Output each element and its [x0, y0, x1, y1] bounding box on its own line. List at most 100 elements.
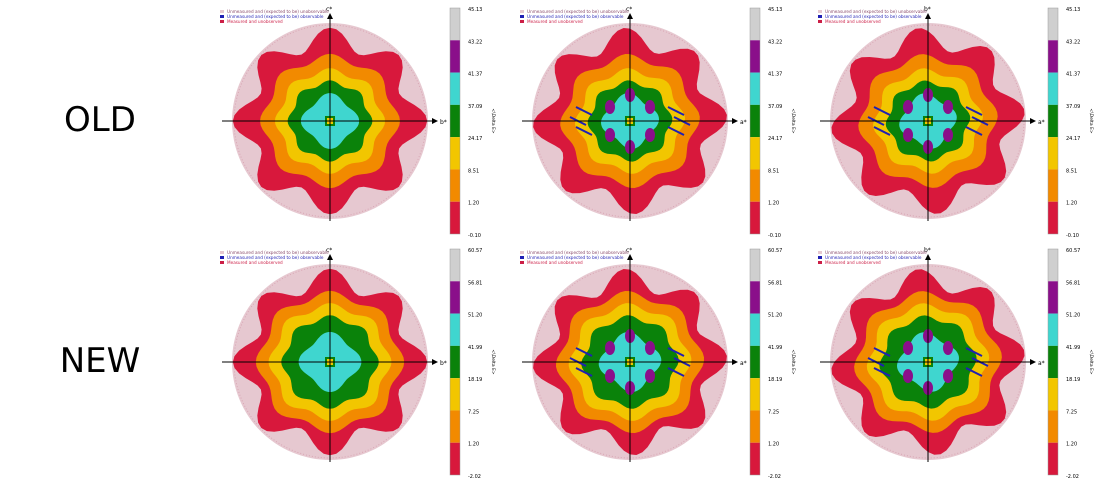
colorbar-segment-cyan [1048, 313, 1058, 346]
purple-spot [645, 341, 655, 355]
colorbar-frame [449, 248, 461, 476]
colorbar-tick-label: -0.10 [1066, 233, 1079, 239]
colorbar-frame [1047, 248, 1059, 476]
colorbar-segment-purple [450, 40, 460, 73]
colorbar-segment-orange [1048, 169, 1058, 202]
y-arrow [925, 254, 931, 260]
colorbar-segment-orange [450, 410, 460, 443]
legend-entry: Unmeasured and (expected to be) observab… [825, 255, 922, 260]
chart-svg: a* b*Unmeasured and (expected to be) unob… [818, 247, 1094, 480]
colorbar-tick-label: 18.19 [468, 377, 482, 383]
legend-swatch [220, 10, 224, 13]
purple-spot [605, 341, 615, 355]
legend-entry: Unmeasured and (expected to be) observab… [825, 14, 922, 19]
colorbar-segment-green [750, 345, 760, 379]
colorbar-segment-purple [750, 40, 760, 73]
colorbar-segment-grey [750, 8, 760, 41]
colorbar-tick-label: 24.17 [468, 136, 482, 142]
colorbar-segment-red [450, 442, 460, 475]
colorbar-tick-label: 41.37 [468, 72, 482, 78]
colorbar-tick-label: 1.20 [768, 201, 779, 207]
observable-streak [873, 126, 891, 136]
colorbar-segment-red [1048, 201, 1058, 234]
colorbar-label: <\Delta E> [790, 349, 796, 375]
observable-streak [667, 126, 685, 136]
y-axis-label: b* [924, 247, 931, 254]
colorbar-frame [749, 7, 761, 235]
colorbar-segment-cyan [450, 313, 460, 346]
chart-panel-new-1: b* c* Unmeasured and (expected to be) unob… [210, 245, 510, 487]
chart-panel-new-2: a* c* Unmeasured and (expected to be) unob… [510, 245, 810, 487]
observable-streak [575, 106, 593, 116]
colorbar-tick-label: 60.57 [1066, 248, 1080, 254]
legend-swatch [220, 20, 224, 23]
colorbar-segment-yellow [750, 137, 760, 170]
purple-spot [605, 128, 615, 142]
legend-entry: Measured and unobserved [527, 260, 583, 265]
y-arrow [327, 254, 333, 260]
y-arrow [627, 254, 633, 260]
legend-entry: Unmeasured and (expected to be) unobserv… [527, 9, 629, 14]
colorbar-segment-yellow [450, 137, 460, 170]
colorbar-label: <\Delta E> [1088, 108, 1094, 134]
chart-svg: a* c*Unmeasured and (expected to be) unob… [520, 6, 796, 239]
colorbar-segment-orange [750, 169, 760, 202]
x-arrow [432, 359, 438, 365]
x-arrow [432, 118, 438, 124]
purple-spot [605, 100, 615, 114]
colorbar-tick-label: 1.20 [1066, 201, 1077, 207]
x-axis-label: a* [740, 360, 747, 367]
legend-swatch [818, 261, 822, 264]
y-arrow [627, 13, 633, 19]
chart-panel-old-1: b* c* Unmeasured and (expected to be) unob… [210, 4, 510, 246]
colorbar-tick-label: 37.09 [768, 104, 782, 110]
colorbar-segment-purple [450, 281, 460, 314]
chart-panel-old-2: a* c* Unmeasured and (expected to be) unob… [510, 4, 810, 246]
colorbar-segment-green [1048, 345, 1058, 379]
x-arrow [732, 118, 738, 124]
legend-swatch [818, 256, 822, 259]
colorbar-segment-red [750, 442, 760, 475]
legend-swatch [220, 261, 224, 264]
colorbar-segment-grey [750, 249, 760, 282]
x-axis-label: a* [740, 119, 747, 126]
purple-spot [645, 100, 655, 114]
legend-swatch [520, 261, 524, 264]
colorbar-segment-green [750, 104, 760, 138]
observable-streak [575, 126, 593, 136]
colorbar-segment-orange [750, 410, 760, 443]
colorbar-tick-label: 56.81 [1066, 280, 1080, 286]
legend-entry: Unmeasured and (expected to be) unobserv… [527, 250, 629, 255]
colorbar-tick-label: -2.02 [1066, 474, 1079, 480]
observable-streak [873, 106, 891, 116]
observable-streak [965, 106, 983, 116]
legend-entry: Unmeasured and (expected to be) unobserv… [227, 9, 329, 14]
purple-spot [903, 100, 913, 114]
legend-swatch [520, 20, 524, 23]
colorbar-tick-label: 37.09 [468, 104, 482, 110]
colorbar-tick-label: 18.19 [1066, 377, 1080, 383]
colorbar-segment-cyan [750, 72, 760, 105]
observable-streak [965, 347, 983, 357]
colorbar-tick-label: 43.22 [468, 39, 482, 45]
colorbar-tick-label: 43.22 [1066, 39, 1080, 45]
purple-spot [645, 369, 655, 383]
row-label-new: NEW [59, 341, 141, 381]
legend-swatch [520, 10, 524, 13]
colorbar-segment-orange [1048, 410, 1058, 443]
colorbar-tick-label: 56.81 [468, 280, 482, 286]
x-axis-label: b* [440, 119, 447, 126]
colorbar-tick-label: 24.17 [768, 136, 782, 142]
observable-streak [667, 347, 685, 357]
colorbar-segment-orange [450, 169, 460, 202]
colorbar-segment-grey [450, 8, 460, 41]
colorbar-segment-purple [750, 281, 760, 314]
legend-swatch [220, 15, 224, 18]
legend-swatch [520, 251, 524, 254]
legend-entry: Unmeasured and (expected to be) observab… [527, 14, 624, 19]
colorbar-tick-label: 1.20 [468, 442, 479, 448]
purple-spot [903, 369, 913, 383]
y-axis-label: c* [626, 6, 632, 13]
legend-swatch [818, 251, 822, 254]
colorbar-tick-label: 1.20 [1066, 442, 1077, 448]
